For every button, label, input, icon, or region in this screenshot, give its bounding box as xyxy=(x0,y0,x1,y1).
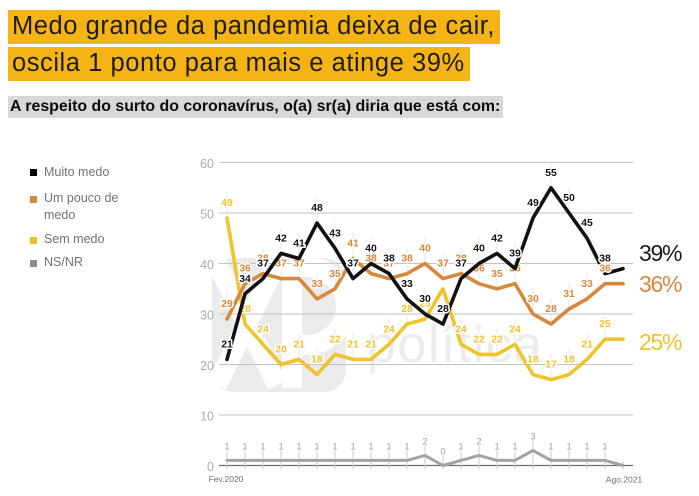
svg-text:30: 30 xyxy=(419,294,431,305)
svg-text:1: 1 xyxy=(260,441,265,451)
svg-text:24: 24 xyxy=(509,324,521,335)
svg-text:Ago.2021: Ago.2021 xyxy=(606,475,643,485)
svg-text:1: 1 xyxy=(368,441,373,451)
svg-text:25: 25 xyxy=(599,319,611,330)
svg-text:45: 45 xyxy=(581,218,593,229)
svg-text:37: 37 xyxy=(347,259,359,270)
svg-text:49: 49 xyxy=(221,198,233,209)
svg-text:37: 37 xyxy=(257,259,269,270)
svg-text:39: 39 xyxy=(509,249,521,260)
svg-text:30: 30 xyxy=(200,309,214,323)
svg-text:17: 17 xyxy=(545,360,557,371)
svg-text:1: 1 xyxy=(494,441,499,451)
svg-text:21: 21 xyxy=(221,339,233,350)
svg-text:0: 0 xyxy=(440,447,445,457)
svg-text:40: 40 xyxy=(200,258,214,272)
svg-text:38: 38 xyxy=(383,254,395,265)
svg-text:40: 40 xyxy=(365,244,377,255)
svg-text:36%: 36% xyxy=(639,271,682,297)
svg-text:35: 35 xyxy=(329,269,341,280)
svg-text:3: 3 xyxy=(530,431,535,441)
svg-text:24: 24 xyxy=(455,324,467,335)
svg-text:22: 22 xyxy=(473,334,485,345)
svg-text:41: 41 xyxy=(347,239,359,250)
svg-text:36: 36 xyxy=(599,264,611,275)
svg-text:39%: 39% xyxy=(639,240,682,266)
svg-text:1: 1 xyxy=(548,441,553,451)
svg-text:31: 31 xyxy=(563,289,575,300)
svg-text:24: 24 xyxy=(383,324,395,335)
svg-text:1: 1 xyxy=(512,441,517,451)
svg-text:21: 21 xyxy=(581,339,593,350)
svg-text:18: 18 xyxy=(311,355,323,366)
svg-text:18: 18 xyxy=(527,355,539,366)
svg-text:55: 55 xyxy=(545,168,557,179)
svg-text:0: 0 xyxy=(207,460,214,474)
svg-text:21: 21 xyxy=(293,339,305,350)
svg-text:1: 1 xyxy=(584,441,589,451)
svg-text:38: 38 xyxy=(401,254,413,265)
svg-text:37: 37 xyxy=(293,259,305,270)
svg-text:1: 1 xyxy=(224,441,229,451)
svg-text:1: 1 xyxy=(242,441,247,451)
svg-text:33: 33 xyxy=(581,279,593,290)
svg-text:50: 50 xyxy=(200,208,214,222)
svg-text:40: 40 xyxy=(419,244,431,255)
svg-text:42: 42 xyxy=(491,233,503,244)
svg-text:41: 41 xyxy=(293,239,305,250)
svg-text:20: 20 xyxy=(275,345,287,356)
svg-text:21: 21 xyxy=(347,339,359,350)
svg-text:49: 49 xyxy=(527,198,539,209)
svg-text:35: 35 xyxy=(491,269,503,280)
svg-text:28: 28 xyxy=(437,304,449,315)
svg-text:20: 20 xyxy=(200,359,214,373)
svg-text:21: 21 xyxy=(365,339,377,350)
svg-text:18: 18 xyxy=(563,355,575,366)
svg-text:37: 37 xyxy=(437,259,449,270)
svg-text:2: 2 xyxy=(476,436,481,446)
svg-text:29: 29 xyxy=(221,299,233,310)
svg-text:28: 28 xyxy=(545,304,557,315)
svg-text:50: 50 xyxy=(563,193,575,204)
svg-text:Fev.2020: Fev.2020 xyxy=(209,474,244,484)
svg-text:1: 1 xyxy=(314,441,319,451)
svg-text:36: 36 xyxy=(239,264,251,275)
svg-text:30: 30 xyxy=(527,294,539,305)
svg-text:48: 48 xyxy=(311,203,323,214)
svg-text:1: 1 xyxy=(566,441,571,451)
svg-text:1: 1 xyxy=(458,441,463,451)
svg-text:29: 29 xyxy=(419,299,431,310)
svg-text:43: 43 xyxy=(329,228,341,239)
svg-text:42: 42 xyxy=(275,233,287,244)
svg-text:1: 1 xyxy=(296,441,301,451)
svg-text:1: 1 xyxy=(404,441,409,451)
svg-text:10: 10 xyxy=(200,410,214,424)
svg-text:37: 37 xyxy=(383,259,395,270)
svg-text:34: 34 xyxy=(239,274,251,285)
svg-text:24: 24 xyxy=(257,324,269,335)
svg-text:40: 40 xyxy=(473,244,485,255)
svg-text:22: 22 xyxy=(491,334,503,345)
svg-text:38: 38 xyxy=(455,254,467,265)
svg-text:1: 1 xyxy=(278,441,283,451)
svg-text:22: 22 xyxy=(329,334,341,345)
svg-text:2: 2 xyxy=(422,436,427,446)
svg-text:38: 38 xyxy=(365,254,377,265)
svg-text:33: 33 xyxy=(311,279,323,290)
svg-text:60: 60 xyxy=(200,157,214,171)
svg-text:28: 28 xyxy=(401,304,413,315)
svg-text:1: 1 xyxy=(602,441,607,451)
svg-text:1: 1 xyxy=(386,441,391,451)
svg-text:37: 37 xyxy=(455,259,467,270)
svg-text:1: 1 xyxy=(332,441,337,451)
svg-text:38: 38 xyxy=(599,254,611,265)
svg-text:25%: 25% xyxy=(639,329,682,355)
svg-text:1: 1 xyxy=(350,441,355,451)
svg-text:38: 38 xyxy=(257,254,269,265)
svg-text:33: 33 xyxy=(401,279,413,290)
